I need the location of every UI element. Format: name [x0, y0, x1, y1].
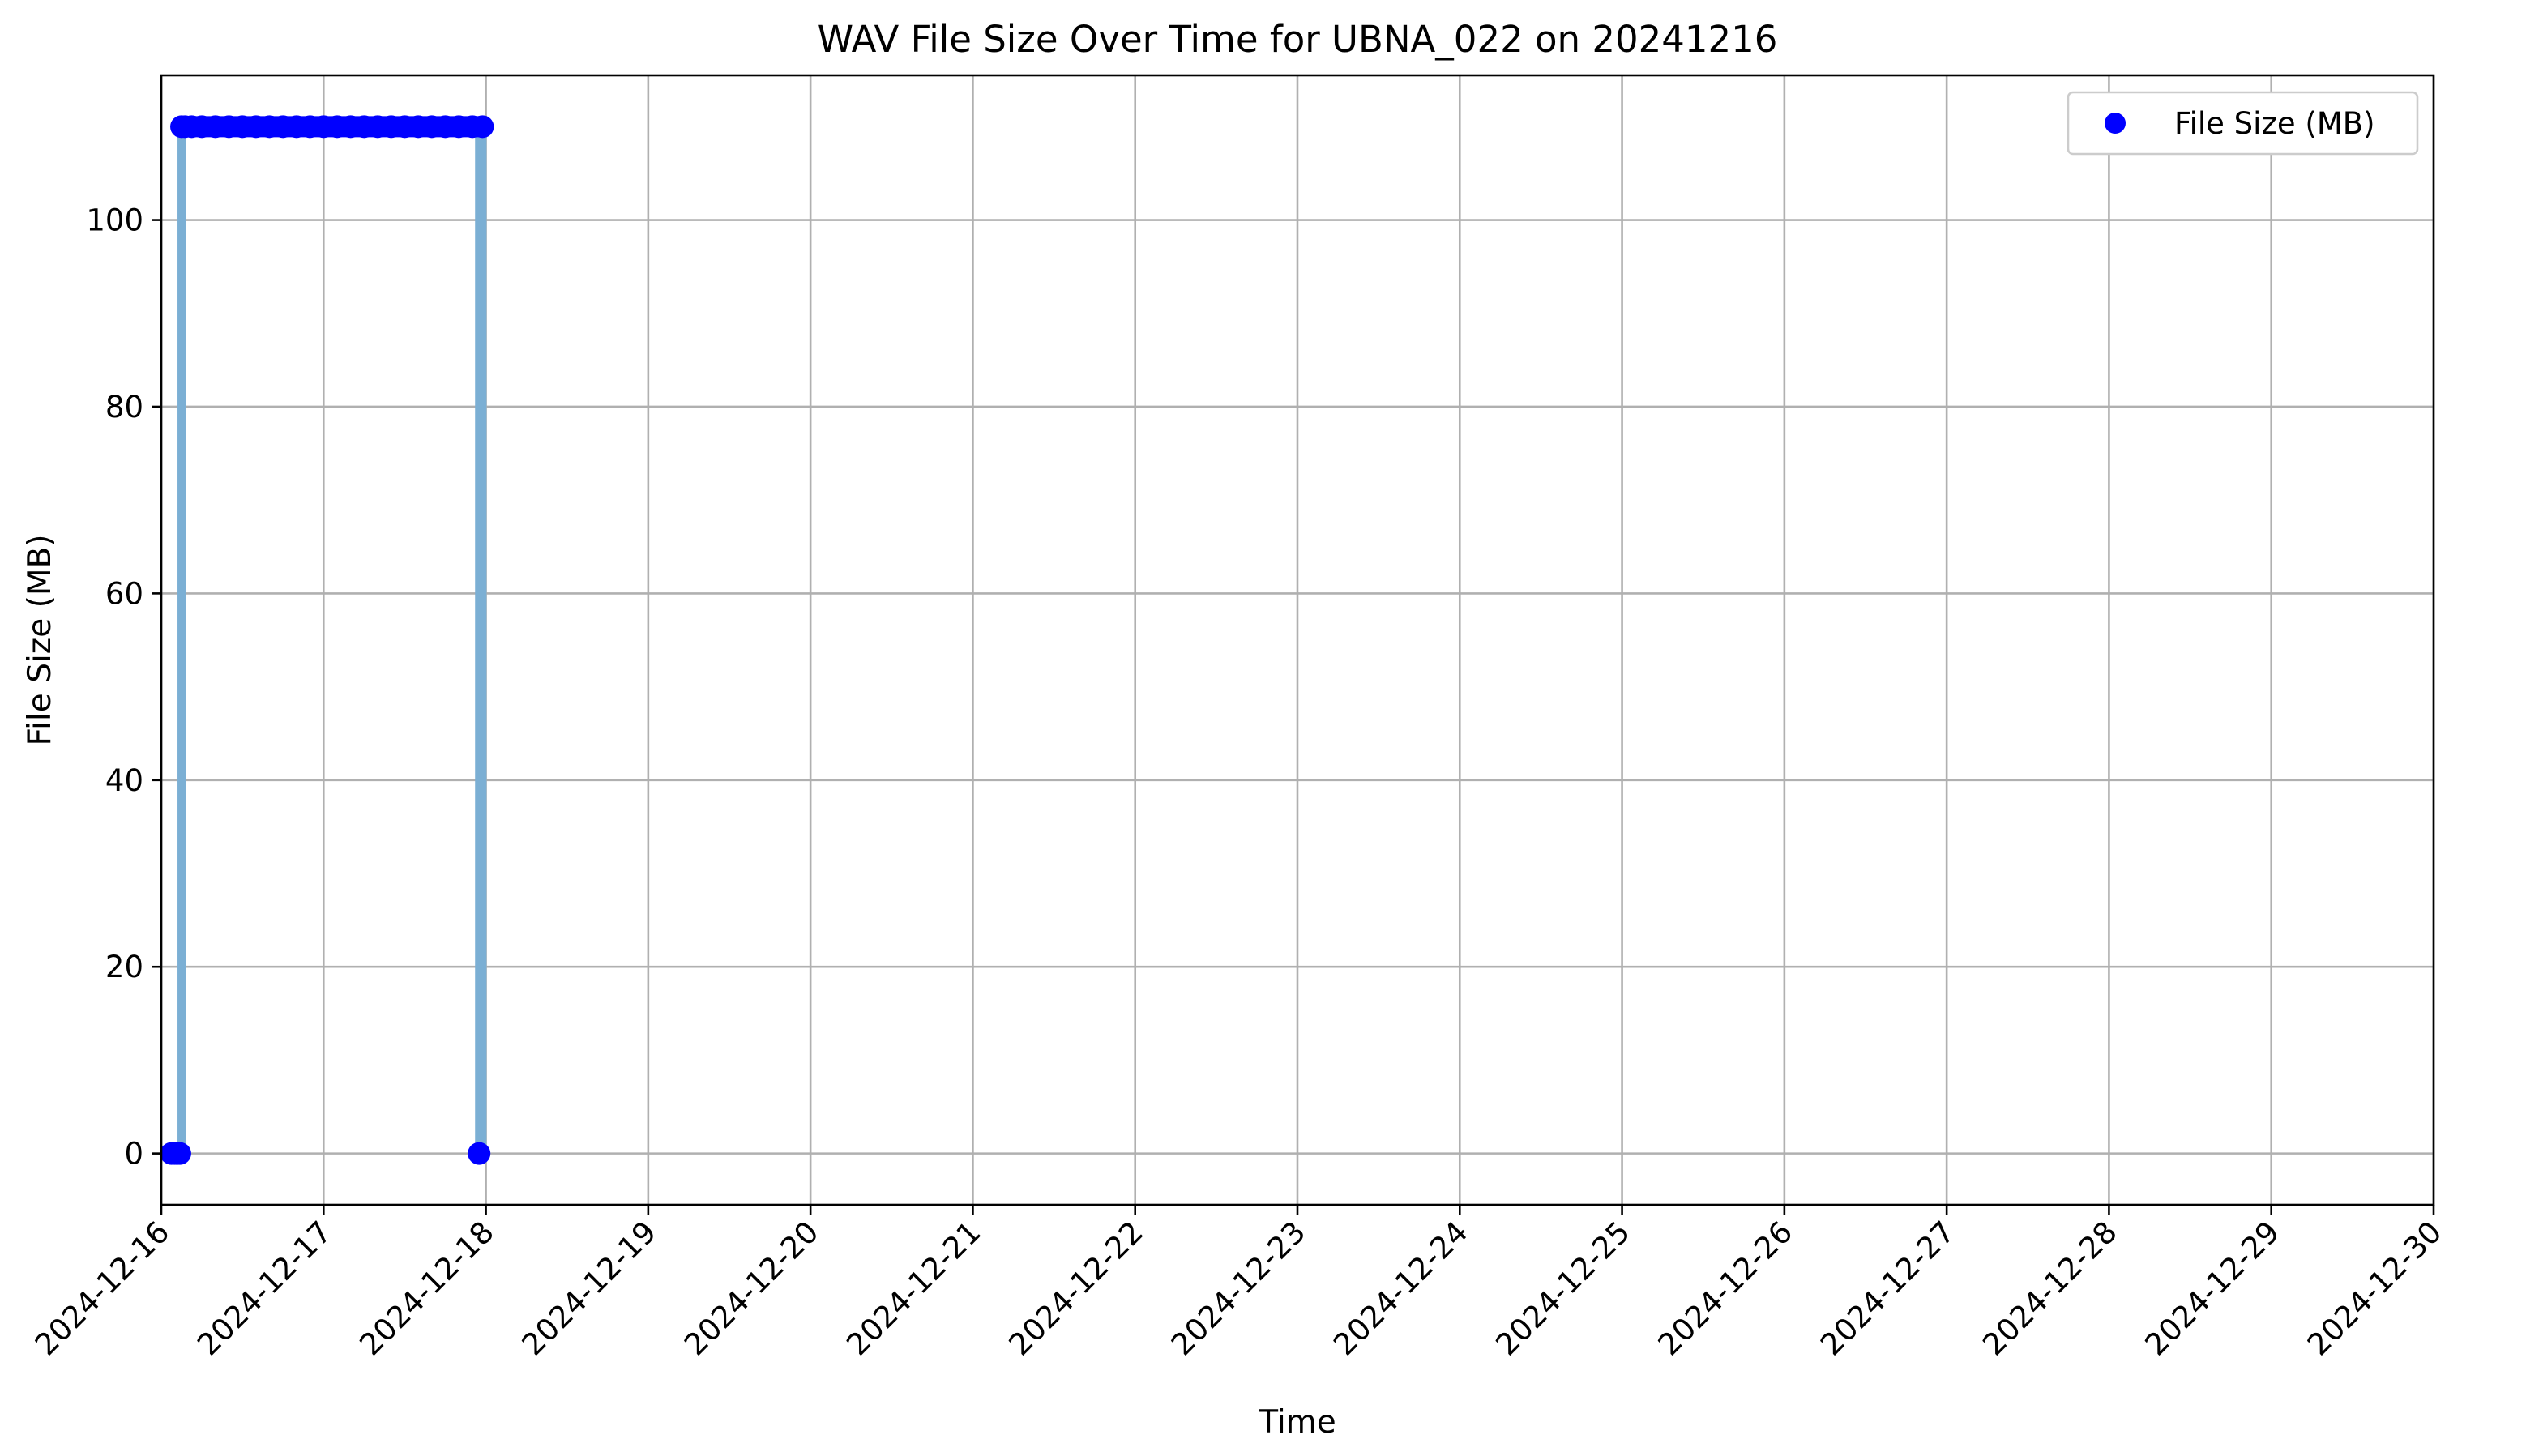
y-tick-label: 80 — [105, 390, 143, 425]
y-axis-ticks: 0 20 40 60 80 100 — [86, 203, 161, 1172]
data-point — [471, 115, 494, 139]
data-point — [168, 1142, 191, 1165]
chart-title: WAV File Size Over Time for UBNA_022 on … — [818, 18, 1778, 61]
x-axis-label: Time — [1258, 1404, 1336, 1441]
data-points — [160, 115, 494, 1165]
y-tick-label: 40 — [105, 763, 143, 798]
y-tick-label: 0 — [124, 1137, 143, 1172]
legend: File Size (MB) — [2067, 91, 2419, 156]
grid — [160, 75, 2435, 1205]
y-tick-label: 100 — [86, 203, 143, 238]
legend-marker — [2105, 113, 2126, 134]
y-axis-label: File Size (MB) — [22, 535, 58, 746]
legend-frame — [2067, 91, 2419, 156]
data-point — [468, 1142, 491, 1165]
y-tick-label: 20 — [105, 950, 143, 984]
y-tick-label: 60 — [105, 576, 143, 611]
legend-label: File Size (MB) — [2174, 106, 2375, 141]
